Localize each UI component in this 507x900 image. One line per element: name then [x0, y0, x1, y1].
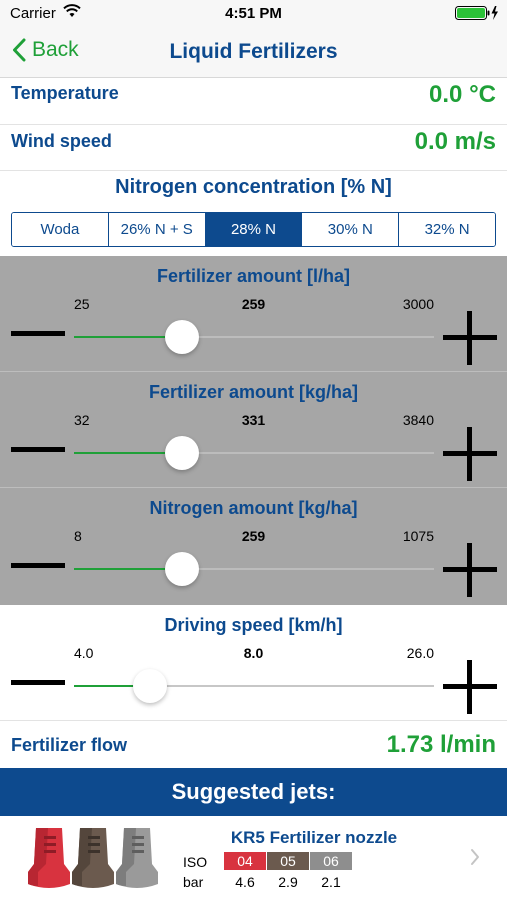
back-label: Back: [32, 38, 79, 61]
amount-sliders-panel: Fertilizer amount [l/ha] 25 259 3000 Fer…: [0, 256, 507, 605]
fertilizer-kg-minus-button[interactable]: [11, 427, 65, 472]
bar-value: 2.1: [321, 874, 341, 890]
nitrogen-amount-plus-button[interactable]: [443, 543, 497, 597]
nitrogen-amount-min: 8: [74, 528, 82, 544]
fertilizer-kg-plus-button[interactable]: [443, 427, 497, 481]
fertilizer-liters-max: 3000: [402, 296, 434, 312]
fertilizer-kg-slider-block: Fertilizer amount [kg/ha] 32 331 3840: [0, 372, 507, 488]
nitrogen-amount-slider-block: Nitrogen amount [kg/ha] 8 259 1075: [0, 488, 507, 604]
iso-size-cells: 04 05 06: [224, 852, 353, 870]
fertilizer-liters-plus-button[interactable]: [443, 311, 497, 365]
fertilizer-liters-min: 25: [74, 296, 90, 312]
temperature-label: Temperature: [11, 83, 119, 103]
driving-speed-title: Driving speed [km/h]: [164, 615, 343, 635]
nitrogen-amount-max: 1075: [402, 528, 434, 544]
segment-28-n[interactable]: 28% N: [205, 213, 303, 246]
iso-cell: 06: [310, 852, 352, 870]
slider-thumb[interactable]: [133, 669, 167, 703]
fertilizer-flow-label: Fertilizer flow: [11, 735, 128, 755]
bar-label: bar: [183, 874, 204, 890]
wind-speed-label: Wind speed: [11, 131, 112, 151]
slider-fill: [74, 685, 150, 687]
nitrogen-concentration-selector: Woda 26% N + S 28% N 30% N 32% N: [11, 212, 496, 247]
slider-thumb[interactable]: [165, 552, 199, 586]
clock: 4:51 PM: [225, 5, 282, 22]
fertilizer-liters-title: Fertilizer amount [l/ha]: [156, 266, 351, 286]
fertilizer-flow-value: 1.73 l/min: [386, 731, 496, 758]
bar-value: 2.9: [278, 874, 298, 890]
nitrogen-amount-title: Nitrogen amount [kg/ha]: [149, 498, 358, 518]
jet-row-kr5[interactable]: KR5 Fertilizer nozzle ISO bar 04 05 06 4…: [0, 816, 507, 900]
nitrogen-concentration-title: Nitrogen concentration [% N]: [115, 176, 392, 198]
driving-speed-slider[interactable]: [74, 669, 434, 703]
fertilizer-kg-min: 32: [74, 412, 90, 428]
iso-cell: 05: [267, 852, 309, 870]
fertilizer-liters-minus-button[interactable]: [11, 311, 65, 356]
suggested-jets-header: Suggested jets:: [0, 768, 507, 816]
chevron-right-icon: [470, 848, 480, 871]
slider-thumb[interactable]: [165, 320, 199, 354]
carrier-label: Carrier: [10, 5, 56, 22]
jet-name: KR5 Fertilizer nozzle: [230, 828, 398, 847]
temperature-value: 0.0 °C: [429, 81, 496, 108]
bar-values: 4.6 2.9 2.1: [224, 874, 353, 890]
chevron-left-icon: [13, 38, 26, 62]
driving-speed-slider-block: Driving speed [km/h] 4.0 8.0 26.0: [0, 605, 507, 721]
fertilizer-liters-slider-block: Fertilizer amount [l/ha] 25 259 3000: [0, 256, 507, 372]
fertilizer-flow-row: Fertilizer flow 1.73 l/min: [0, 720, 507, 768]
bar-value: 4.6: [235, 874, 255, 890]
iso-label: ISO: [183, 854, 208, 870]
fertilizer-kg-title: Fertilizer amount [kg/ha]: [148, 382, 359, 402]
driving-speed-minus-button[interactable]: [11, 660, 65, 705]
slider-fill: [74, 336, 182, 338]
segment-woda[interactable]: Woda: [12, 213, 109, 246]
slider-thumb[interactable]: [165, 436, 199, 470]
segment-26-n-s[interactable]: 26% N + S: [108, 213, 206, 246]
fertilizer-liters-slider[interactable]: [74, 320, 434, 354]
fertilizer-kg-max: 3840: [402, 412, 434, 428]
driving-speed-max: 26.0: [406, 645, 434, 661]
slider-fill: [74, 568, 182, 570]
driving-speed-value: 8.0: [243, 645, 264, 661]
iso-cell: 04: [224, 852, 266, 870]
nitrogen-amount-minus-button[interactable]: [11, 543, 65, 588]
wifi-icon: [63, 3, 81, 24]
driving-speed-plus-button[interactable]: [443, 660, 497, 714]
navigation-bar: Back Liquid Fertilizers: [0, 28, 507, 78]
page-title: Liquid Fertilizers: [169, 40, 338, 63]
wind-speed-value: 0.0 m/s: [414, 128, 496, 155]
back-button[interactable]: Back: [12, 38, 79, 62]
nitrogen-amount-value: 259: [241, 528, 266, 544]
temperature-row: Temperature 0.0 °C: [0, 79, 507, 125]
status-bar: Carrier 4:51 PM: [0, 0, 507, 28]
fertilizer-liters-value: 259: [241, 296, 266, 312]
fertilizer-kg-slider[interactable]: [74, 436, 434, 470]
wind-speed-row: Wind speed 0.0 m/s: [0, 125, 507, 171]
segment-32-n[interactable]: 32% N: [399, 213, 495, 246]
segment-30-n[interactable]: 30% N: [302, 213, 400, 246]
fertilizer-kg-value: 331: [241, 412, 266, 428]
nozzle-image: [24, 824, 160, 899]
nitrogen-amount-slider[interactable]: [74, 552, 434, 586]
slider-fill: [74, 452, 182, 454]
battery-icon: [455, 5, 499, 26]
driving-speed-min: 4.0: [74, 645, 94, 661]
